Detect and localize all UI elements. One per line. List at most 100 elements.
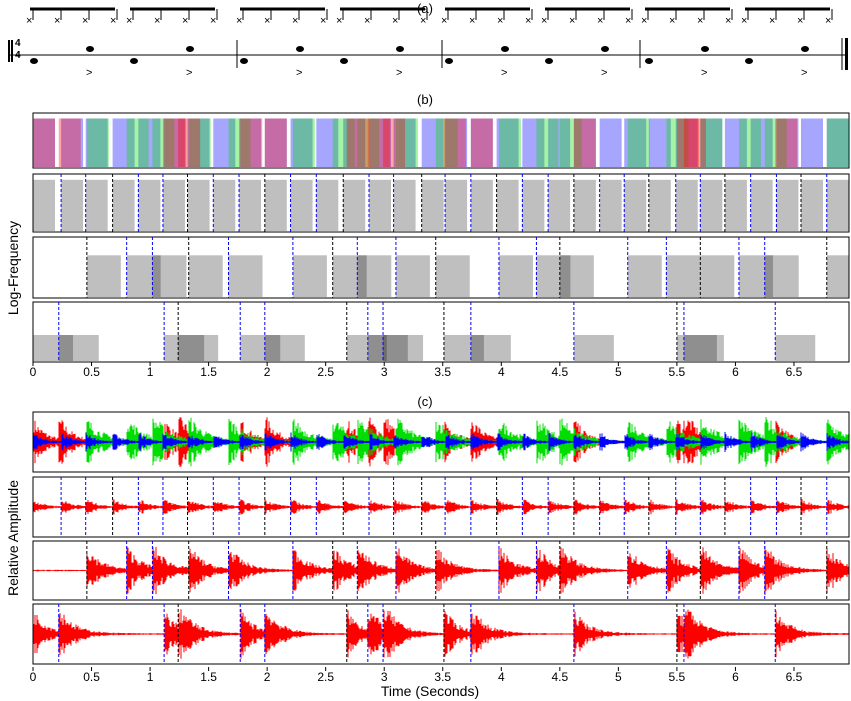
kick-note <box>545 58 553 64</box>
spectrogram-energy <box>290 118 313 167</box>
spectrogram-energy <box>264 118 287 167</box>
percussion-clef <box>8 40 10 62</box>
hihat-note: × <box>725 15 731 27</box>
spectrogram-energy <box>599 179 622 231</box>
spectrogram-energy <box>775 335 816 361</box>
accent-mark: > <box>296 67 302 79</box>
spectrogram-energy <box>138 179 161 231</box>
spectrogram-energy <box>213 118 236 167</box>
accent-mark: > <box>186 67 192 79</box>
spectrogram-energy <box>188 118 211 167</box>
waveform-kick <box>32 603 850 665</box>
hihat-note: × <box>625 15 631 27</box>
accent-mark: > <box>501 67 507 79</box>
spectrogram-energy <box>264 179 287 231</box>
spectrogram-energy <box>58 118 81 167</box>
spectrogram-energy <box>162 179 185 231</box>
spectrogram-energy <box>801 179 823 231</box>
x-ticks-c: 0 0.5 1 1.5 2 2.5 3 3.5 4 4.5 5 5.5 6 6.5 <box>30 667 803 684</box>
x-tick-label: 3.5 <box>434 670 451 684</box>
spectrogram-energy <box>675 118 698 167</box>
time-signature-top: 4 <box>15 38 21 49</box>
spectrogram-energy <box>435 255 470 297</box>
spectrogram-frame <box>32 301 850 363</box>
spectrogram-energy <box>573 118 596 167</box>
y-axis-label-b: Log-Frequency <box>5 221 21 315</box>
spectrogram-energy <box>357 118 380 167</box>
x-tick-label: 4.5 <box>551 670 568 684</box>
spectrogram-hihat <box>32 173 850 233</box>
spectrogram-energy <box>826 118 849 167</box>
spectrogram-energy <box>627 118 650 167</box>
kick-note <box>645 58 653 64</box>
hihat-note: × <box>126 15 132 27</box>
hihat-note: × <box>82 15 88 27</box>
spectrogram-energy <box>445 179 468 231</box>
snare-note <box>701 46 709 52</box>
spectrogram-energy <box>383 335 424 361</box>
spectrogram-energy <box>421 179 444 231</box>
spectrogram-energy <box>239 118 262 167</box>
accent-mark: > <box>801 67 807 79</box>
drum-notation: × × × × > × × × × > × × × × > × × × × > × × × × > × × × × > × × × × > × × × × > <box>8 7 848 79</box>
hihat-note: × <box>641 15 647 27</box>
spectrogram-energy <box>559 255 594 297</box>
hihat-note: × <box>320 15 326 27</box>
spectrogram-panels <box>32 112 850 363</box>
x-tick-label: 0 <box>30 670 37 684</box>
spectrogram-energy <box>178 335 219 361</box>
hihat-note: × <box>469 15 475 27</box>
spectrogram-energy <box>522 179 545 231</box>
kick-note <box>445 58 453 64</box>
hihat-note: × <box>182 15 188 27</box>
spectrogram-energy <box>33 118 55 167</box>
spectrogram-energy <box>213 179 236 231</box>
x-tick-label: 3 <box>381 365 388 379</box>
kick-note <box>745 58 753 64</box>
spectrogram-energy <box>395 255 430 297</box>
spectrogram-energy <box>666 255 701 297</box>
spectrogram-frame <box>32 173 850 233</box>
spectrogram-energy <box>357 255 392 297</box>
spectrogram-energy <box>801 118 823 167</box>
spectrogram-energy <box>470 118 493 167</box>
x-tick-label: 5 <box>615 365 622 379</box>
spectrogram-energy <box>264 335 305 361</box>
hihat-note: × <box>264 15 270 27</box>
spectrogram-energy <box>33 118 55 167</box>
x-tick-label: 6 <box>732 670 739 684</box>
hihat-note: × <box>154 15 160 27</box>
x-ticks-b: 0 0.5 1 1.5 2 2.5 3 3.5 4 4.5 5 5.5 6 6.5 <box>30 362 803 379</box>
x-tick-label: 0 <box>30 365 37 379</box>
spectrogram-energy <box>393 179 416 231</box>
hihat-note: × <box>110 15 116 27</box>
spectrogram-energy <box>138 118 161 167</box>
spectrogram-energy <box>152 118 175 167</box>
snare-note <box>186 46 194 52</box>
spectrogram-energy <box>675 179 698 231</box>
spectrogram-energy <box>61 118 84 167</box>
spectrogram-energy <box>700 118 723 167</box>
spectrogram-energy <box>443 118 466 167</box>
accent-mark: > <box>86 67 92 79</box>
spectrogram-energy <box>292 118 315 167</box>
spectrogram-energy <box>152 255 187 297</box>
spectrogram-energy <box>573 335 614 361</box>
spectrogram-energy <box>624 179 647 231</box>
x-tick-label: 4 <box>498 670 505 684</box>
spectrogram-energy <box>624 118 647 167</box>
spectrogram-energy <box>346 118 369 167</box>
snare-note <box>801 46 809 52</box>
spectrogram-energy <box>86 255 121 297</box>
spectrogram-energy <box>316 118 339 167</box>
hihat-note: × <box>26 15 32 27</box>
hihat-note: × <box>292 15 298 27</box>
spectrogram-energy <box>33 335 73 361</box>
spectrogram-energy <box>126 118 149 167</box>
spectrogram-energy <box>573 179 596 231</box>
x-tick-label: 1 <box>147 670 154 684</box>
hihat-note: × <box>54 15 60 27</box>
spectrogram-energy <box>775 118 798 167</box>
spectrogram-energy <box>383 118 406 167</box>
spectrogram-energy <box>112 118 135 167</box>
